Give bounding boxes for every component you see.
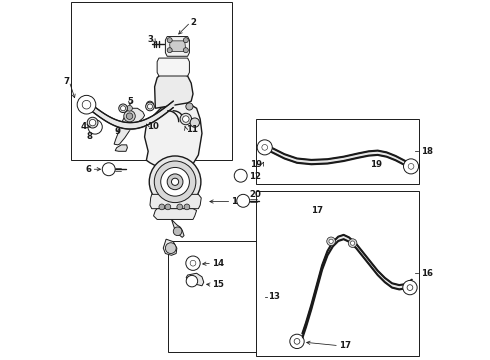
Polygon shape — [115, 145, 127, 151]
Circle shape — [234, 169, 247, 182]
Circle shape — [236, 171, 245, 180]
Circle shape — [165, 204, 171, 210]
Circle shape — [405, 283, 415, 293]
Text: 17: 17 — [311, 206, 323, 215]
Text: 16: 16 — [421, 269, 433, 278]
Text: 2: 2 — [191, 18, 196, 27]
Circle shape — [237, 194, 250, 207]
Circle shape — [327, 237, 335, 246]
Circle shape — [79, 98, 94, 112]
Circle shape — [88, 120, 102, 134]
Text: 19: 19 — [250, 161, 262, 170]
Text: 20: 20 — [249, 190, 261, 199]
Polygon shape — [114, 108, 145, 145]
Text: 3: 3 — [147, 35, 153, 44]
Text: 11: 11 — [186, 125, 198, 134]
Polygon shape — [163, 239, 177, 255]
Circle shape — [188, 278, 196, 285]
Circle shape — [147, 104, 152, 109]
Text: 17: 17 — [339, 341, 351, 350]
Bar — [168, 241, 267, 352]
Polygon shape — [172, 220, 184, 237]
Text: 19: 19 — [370, 161, 382, 170]
Polygon shape — [170, 41, 186, 51]
Circle shape — [406, 161, 416, 172]
Text: 8: 8 — [87, 132, 93, 141]
Circle shape — [154, 161, 196, 203]
Circle shape — [91, 122, 100, 132]
Circle shape — [290, 334, 304, 348]
Circle shape — [124, 111, 135, 122]
Circle shape — [177, 204, 183, 210]
Circle shape — [167, 174, 183, 190]
Circle shape — [403, 159, 418, 174]
Text: 12: 12 — [248, 172, 261, 181]
Circle shape — [186, 256, 200, 270]
Polygon shape — [157, 58, 190, 76]
Circle shape — [257, 140, 272, 155]
Circle shape — [190, 260, 196, 266]
Circle shape — [104, 165, 113, 174]
Text: 4: 4 — [80, 122, 87, 131]
Circle shape — [161, 167, 190, 196]
Polygon shape — [150, 194, 201, 209]
Text: 18: 18 — [421, 147, 433, 156]
Circle shape — [147, 101, 153, 108]
Bar — [71, 3, 232, 160]
Bar — [256, 191, 419, 356]
Circle shape — [329, 239, 333, 243]
Text: 5: 5 — [127, 96, 133, 105]
Text: 7: 7 — [63, 77, 69, 86]
Circle shape — [166, 243, 176, 253]
Polygon shape — [166, 37, 190, 56]
Circle shape — [239, 197, 247, 205]
Circle shape — [159, 204, 165, 210]
Circle shape — [183, 48, 188, 53]
Circle shape — [173, 227, 182, 235]
Text: 13: 13 — [269, 292, 280, 301]
Circle shape — [146, 102, 154, 111]
Circle shape — [126, 105, 132, 111]
Polygon shape — [186, 273, 204, 286]
Circle shape — [186, 103, 193, 110]
Circle shape — [149, 156, 201, 208]
Circle shape — [350, 241, 355, 245]
Circle shape — [188, 258, 198, 268]
Circle shape — [294, 338, 300, 344]
Bar — [256, 119, 419, 184]
Circle shape — [262, 144, 268, 150]
Circle shape — [167, 48, 172, 53]
Circle shape — [102, 163, 115, 176]
Text: 6: 6 — [86, 165, 92, 174]
Circle shape — [183, 116, 189, 122]
Circle shape — [407, 285, 413, 291]
Circle shape — [167, 38, 172, 42]
Circle shape — [184, 204, 190, 210]
Circle shape — [89, 120, 96, 126]
Polygon shape — [145, 101, 202, 169]
Text: 1: 1 — [231, 197, 237, 206]
Circle shape — [190, 118, 199, 127]
Text: 9: 9 — [115, 127, 121, 136]
Circle shape — [186, 275, 197, 287]
Circle shape — [172, 178, 179, 185]
Circle shape — [87, 117, 98, 128]
Circle shape — [408, 163, 414, 169]
Circle shape — [121, 106, 125, 111]
Circle shape — [183, 38, 188, 42]
Circle shape — [403, 280, 417, 295]
Circle shape — [180, 113, 192, 125]
Text: 14: 14 — [212, 259, 224, 268]
Polygon shape — [155, 72, 193, 108]
Circle shape — [292, 336, 302, 346]
Circle shape — [82, 100, 91, 109]
Polygon shape — [153, 209, 196, 220]
Circle shape — [126, 113, 133, 120]
Text: 15: 15 — [212, 280, 224, 289]
Circle shape — [259, 142, 270, 153]
Circle shape — [348, 239, 357, 247]
Circle shape — [77, 95, 96, 114]
Circle shape — [119, 104, 127, 113]
Text: 10: 10 — [147, 122, 159, 131]
